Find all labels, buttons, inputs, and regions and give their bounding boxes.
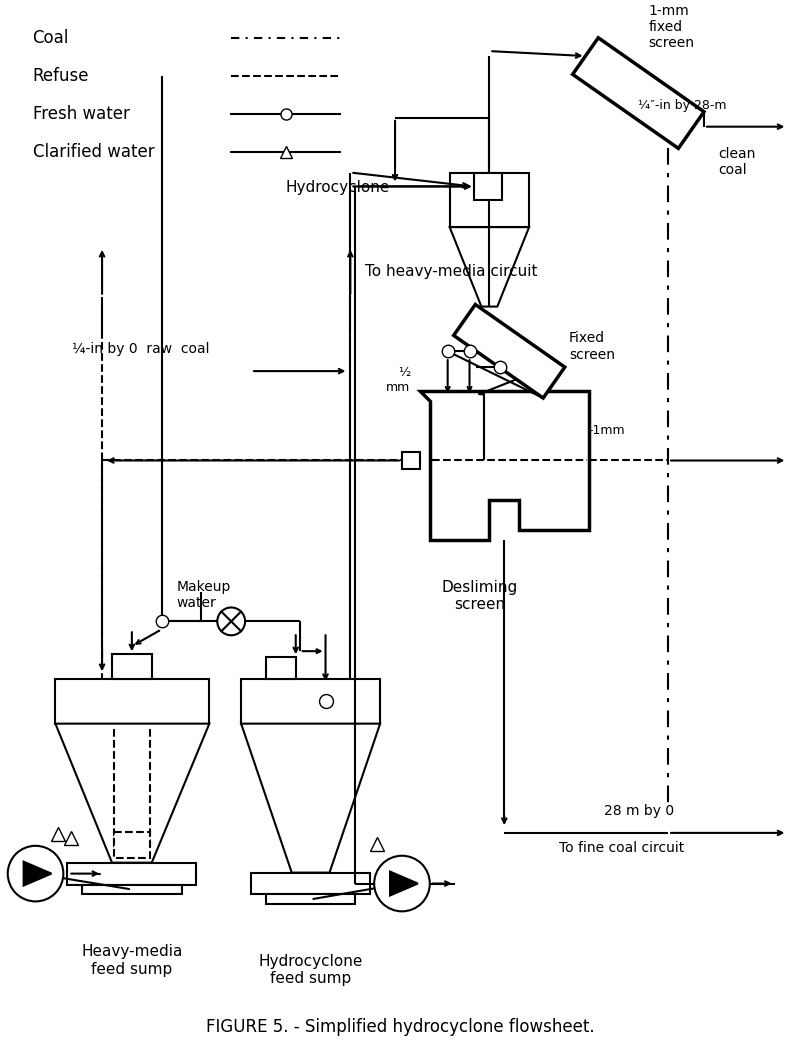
Polygon shape [420,390,589,539]
Text: Fresh water: Fresh water [33,105,130,123]
Text: 1-mm
fixed
screen: 1-mm fixed screen [648,3,694,50]
Bar [241,679,380,724]
Bar [67,863,197,884]
Text: Hydrocyclone: Hydrocyclone [286,180,390,195]
Bar [266,658,296,679]
Bar [266,895,355,904]
Circle shape [218,608,245,635]
Text: ½
mm: ½ mm [386,366,410,394]
Text: ¼-in by 0  raw  coal: ¼-in by 0 raw coal [72,343,210,356]
Text: Refuse: Refuse [33,67,89,85]
Bar [450,172,529,227]
Bar [114,832,150,858]
Bar [251,872,370,895]
Bar [55,679,210,724]
Bar [112,654,152,679]
Bar [82,884,182,895]
Text: Coal: Coal [33,30,69,48]
Text: Clarified water: Clarified water [33,143,154,161]
Text: FIGURE 5. - Simplified hydrocyclone flowsheet.: FIGURE 5. - Simplified hydrocyclone flow… [206,1017,594,1035]
Text: Hydrocyclone
feed sump: Hydrocyclone feed sump [258,954,363,986]
Polygon shape [55,724,210,863]
Text: Fixed
screen: Fixed screen [569,331,615,362]
Bar [474,172,502,200]
Text: ¼″-in by 28-m: ¼″-in by 28-m [638,99,727,112]
Polygon shape [241,724,380,872]
Bar [402,451,420,469]
Text: Makeup
water: Makeup water [177,580,231,610]
Polygon shape [573,37,704,148]
Polygon shape [450,227,529,306]
Text: clean
coal: clean coal [718,147,755,177]
Text: Heavy-media
feed sump: Heavy-media feed sump [81,944,182,977]
Text: Desliming
screen: Desliming screen [442,580,518,612]
Circle shape [374,855,430,912]
Circle shape [8,846,63,901]
Text: To fine coal circuit: To fine coal circuit [559,841,684,854]
Polygon shape [24,862,51,885]
Text: To heavy-media circuit: To heavy-media circuit [366,264,538,280]
Polygon shape [390,871,418,896]
Polygon shape [454,304,565,398]
Text: 28 m by 0: 28 m by 0 [603,804,674,818]
Text: -1mm: -1mm [589,425,626,437]
